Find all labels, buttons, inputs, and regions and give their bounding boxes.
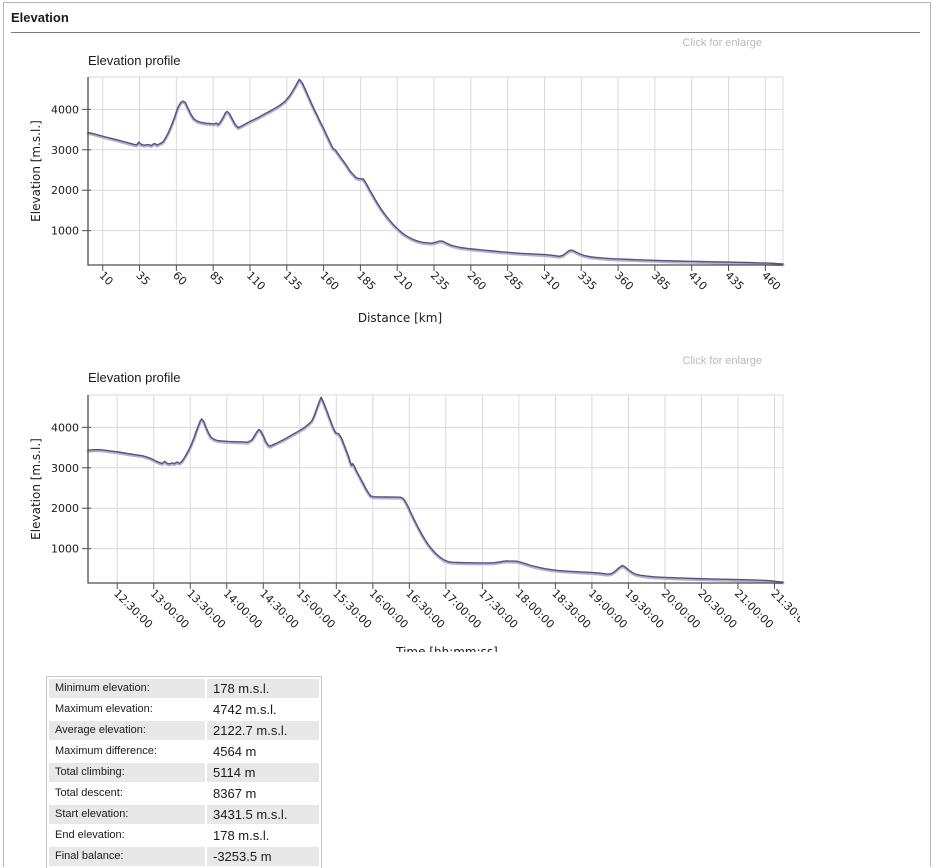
svg-text:19:00:00: 19:00:00: [586, 587, 630, 631]
svg-text:3000: 3000: [51, 462, 79, 475]
svg-text:Elevation [m.s.l.]: Elevation [m.s.l.]: [29, 438, 43, 540]
stat-label: Maximum difference:: [55, 745, 157, 757]
stat-label: Total climbing:: [49, 763, 205, 782]
svg-text:17:00:00: 17:00:00: [440, 587, 484, 631]
svg-text:110: 110: [244, 269, 268, 293]
table-row: Maximum difference: 4564 m: [49, 742, 319, 761]
svg-text:1000: 1000: [51, 543, 79, 556]
stats-body: Minimum elevation: 178 m.s.l. Maximum elev…: [49, 679, 319, 866]
stat-label: Minimum elevation:: [49, 679, 205, 698]
stat-value: 178 m.s.l.: [207, 679, 319, 698]
svg-text:35: 35: [133, 269, 152, 288]
svg-text:4000: 4000: [51, 103, 79, 116]
svg-text:13:00:00: 13:00:00: [148, 587, 192, 631]
table-row: Maximum elevation: 4742 m.s.l.: [49, 700, 319, 719]
stat-value: 2122.7 m.s.l.: [207, 721, 319, 740]
table-row: Total climbing: 5114 m: [49, 763, 319, 782]
svg-text:460: 460: [759, 269, 783, 293]
svg-text:15:30:00: 15:30:00: [330, 587, 374, 631]
svg-text:16:00:00: 16:00:00: [367, 587, 411, 631]
svg-text:Distance [km]: Distance [km]: [358, 311, 442, 325]
svg-text:20:00:00: 20:00:00: [659, 587, 703, 631]
enlarge-link-time-chart[interactable]: Click for enlarge: [682, 355, 762, 367]
elevation-vs-distance-chart[interactable]: 10 35 60 85 110 135 160 185 210 235 260 285 310 335 36…: [10, 70, 800, 332]
svg-text:20:30:00: 20:30:00: [695, 587, 739, 631]
stat-label: End elevation:: [55, 829, 125, 841]
elevation-stats-table: Minimum elevation: 178 m.s.l. Maximum elev…: [46, 676, 322, 868]
svg-text:15:00:00: 15:00:00: [294, 587, 338, 631]
svg-text:10: 10: [97, 269, 116, 288]
elevation-vs-time-chart[interactable]: 12:30:0013:00:0013:30:0014:00:0014:30:00…: [10, 388, 800, 652]
svg-text:1000: 1000: [51, 225, 79, 238]
svg-text:60: 60: [170, 269, 189, 288]
time-chart-title: Elevation profile: [88, 370, 181, 385]
svg-text:160: 160: [317, 269, 341, 293]
svg-text:310: 310: [538, 269, 562, 293]
svg-text:260: 260: [465, 269, 489, 293]
table-row: Final balance: -3253.5 m: [49, 847, 319, 866]
svg-text:3000: 3000: [51, 144, 79, 157]
svg-text:18:30:00: 18:30:00: [549, 587, 593, 631]
svg-text:13:30:00: 13:30:00: [184, 587, 228, 631]
stat-value: 3431.5 m.s.l.: [207, 805, 319, 824]
stat-label: Start elevation:: [49, 805, 205, 824]
stat-label: Maximum elevation:: [55, 703, 153, 715]
svg-text:2000: 2000: [51, 502, 79, 515]
svg-text:18:00:00: 18:00:00: [513, 587, 557, 631]
svg-text:2000: 2000: [51, 184, 79, 197]
svg-text:12:30:00: 12:30:00: [111, 587, 155, 631]
svg-text:135: 135: [281, 269, 305, 293]
svg-text:17:30:00: 17:30:00: [476, 587, 520, 631]
svg-text:85: 85: [207, 269, 226, 288]
stat-value: 4564 m: [213, 744, 257, 759]
svg-text:19:30:00: 19:30:00: [622, 587, 666, 631]
svg-text:14:30:00: 14:30:00: [257, 587, 301, 631]
distance-chart-title: Elevation profile: [88, 53, 181, 68]
svg-text:285: 285: [502, 269, 526, 293]
svg-text:385: 385: [649, 269, 673, 293]
page-title: Elevation: [11, 10, 920, 33]
stat-value: 178 m.s.l.: [213, 828, 270, 843]
table-row: Start elevation: 3431.5 m.s.l.: [49, 805, 319, 824]
stat-value: 4742 m.s.l.: [213, 702, 277, 717]
stat-label: Average elevation:: [49, 721, 205, 740]
stat-value: 8367 m: [213, 786, 257, 801]
svg-text:21:00:00: 21:00:00: [732, 587, 776, 631]
svg-text:Time [hh:mm:ss]: Time [hh:mm:ss]: [395, 645, 498, 652]
svg-text:16:30:00: 16:30:00: [403, 587, 447, 631]
svg-text:185: 185: [354, 269, 378, 293]
stat-value: 5114 m: [207, 763, 319, 782]
svg-text:410: 410: [686, 269, 710, 293]
table-row: Minimum elevation: 178 m.s.l.: [49, 679, 319, 698]
svg-text:Elevation [m.s.l.]: Elevation [m.s.l.]: [29, 120, 43, 222]
table-row: Total descent: 8367 m: [49, 784, 319, 803]
svg-text:4000: 4000: [51, 421, 79, 434]
svg-text:235: 235: [428, 269, 452, 293]
svg-text:14:00:00: 14:00:00: [221, 587, 265, 631]
stat-label: Total descent:: [55, 787, 123, 799]
enlarge-link-distance-chart[interactable]: Click for enlarge: [682, 37, 762, 49]
stat-label: Final balance:: [49, 847, 205, 866]
svg-text:210: 210: [391, 269, 415, 293]
table-row: Average elevation: 2122.7 m.s.l.: [49, 721, 319, 740]
svg-text:435: 435: [722, 269, 746, 293]
svg-text:360: 360: [612, 269, 636, 293]
stat-value: -3253.5 m: [207, 847, 319, 866]
table-row: End elevation: 178 m.s.l.: [49, 826, 319, 845]
svg-text:335: 335: [575, 269, 599, 293]
